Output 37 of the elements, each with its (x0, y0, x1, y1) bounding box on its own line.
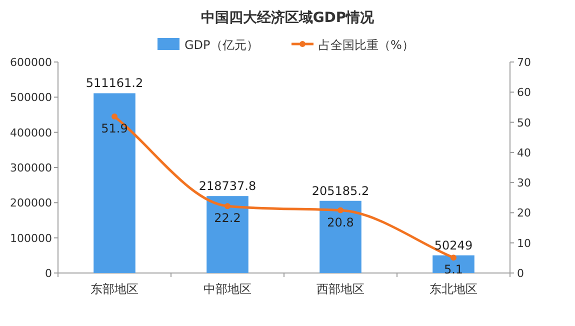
x-tick-label: 西部地区 (316, 282, 364, 296)
data-label: 50249 (434, 238, 473, 252)
y-tick-label: 0 (45, 267, 52, 280)
x-tick-label: 东北地区 (430, 282, 478, 296)
point (338, 207, 344, 214)
point (450, 254, 456, 261)
data-label: 511161.2 (86, 76, 144, 90)
bar (320, 200, 362, 273)
y2-tick-label: 70 (517, 56, 531, 69)
y-tick-label: 400000 (10, 126, 52, 140)
point (224, 203, 230, 210)
y2-tick-label: 20 (517, 206, 531, 220)
y-tick-label: 300000 (10, 162, 52, 174)
data-label: 5.1 (444, 262, 464, 277)
data-label: 218737.8 (198, 179, 256, 194)
y-tick-label: 200000 (10, 196, 52, 210)
y2-tick-label: 40 (517, 146, 531, 160)
x-tick-label: 中部地区 (204, 282, 252, 296)
data-label: 205185.2 (312, 184, 370, 198)
y2-tick-label: 50 (517, 116, 531, 130)
point (112, 114, 118, 120)
y-tick-label: 600000 (10, 56, 52, 69)
y-tick-label: 100000 (10, 232, 52, 245)
y-tick-label: 500000 (10, 91, 52, 104)
y2-tick-label: 10 (517, 236, 531, 250)
data-label: 22.2 (214, 211, 241, 226)
legend-label: GDP（亿元） (184, 38, 258, 52)
data-label: 20.8 (327, 215, 354, 230)
y2-tick-label: 60 (517, 86, 531, 100)
y2-tick-label: 0 (517, 267, 524, 280)
bar (94, 93, 136, 273)
chart-title: 中国四大经济区域GDP情况 (200, 9, 376, 26)
x-tick-label: 东部地区 (90, 282, 138, 296)
legend-label: 占全国比重（%） (318, 38, 414, 52)
data-label: 51.9 (101, 122, 128, 136)
y2-tick-label: 30 (517, 176, 531, 190)
bar (206, 196, 248, 273)
